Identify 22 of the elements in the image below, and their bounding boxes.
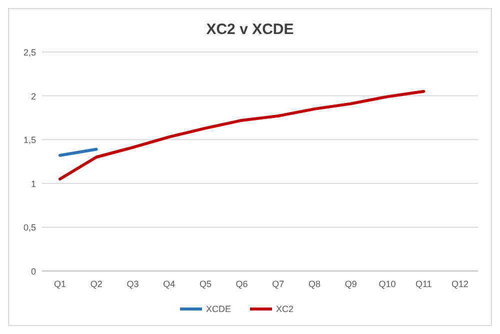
y-tick-label: 1 — [30, 178, 36, 189]
x-tick-label: Q12 — [451, 279, 469, 289]
x-tick-label: Q9 — [344, 279, 357, 289]
chart-title: XC2 v XCDE — [206, 21, 294, 38]
x-tick-label: Q6 — [236, 279, 248, 289]
x-tick-label: Q11 — [415, 279, 432, 289]
x-tick-label: Q10 — [378, 279, 396, 289]
legend-label: XC2 — [276, 304, 294, 314]
x-tick-label: Q3 — [126, 279, 139, 289]
y-tick-label: 0,5 — [23, 222, 36, 233]
x-tick-label: Q1 — [54, 279, 66, 289]
line-series — [58, 90, 426, 181]
legend-label: XCDE — [206, 304, 232, 314]
y-tick-label: 0 — [30, 266, 36, 276]
x-tick-label: Q5 — [199, 279, 212, 289]
x-tick-label: Q2 — [90, 279, 102, 289]
x-tick-label: Q7 — [272, 279, 284, 289]
y-tick-label: 2 — [30, 91, 36, 102]
x-tick-label: Q4 — [163, 279, 176, 289]
y-tick-label: 2,5 — [23, 48, 36, 58]
x-tick-label: Q8 — [308, 279, 321, 289]
y-tick-label: 1,5 — [23, 135, 36, 146]
